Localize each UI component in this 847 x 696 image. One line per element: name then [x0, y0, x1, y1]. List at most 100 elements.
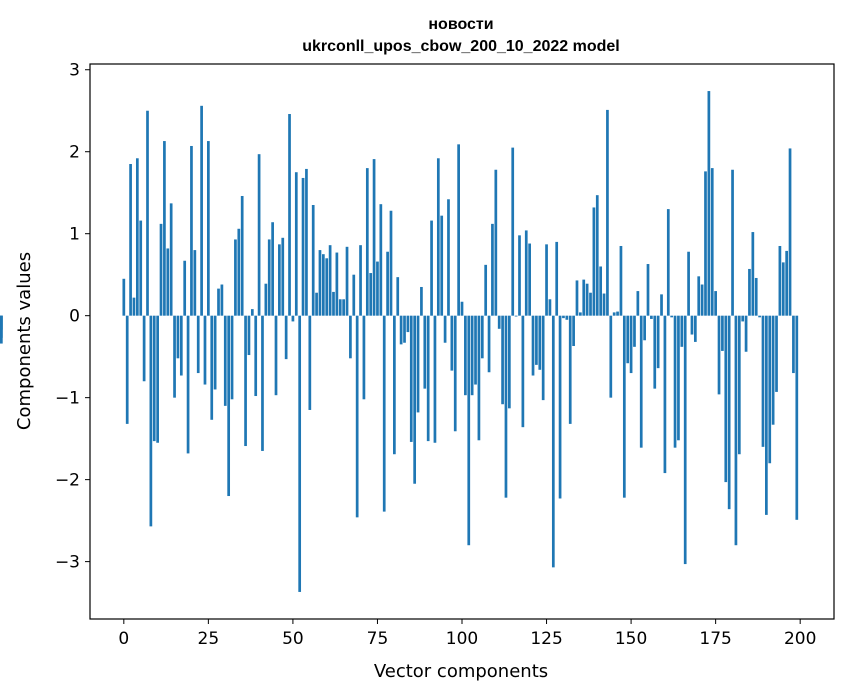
y-tick-label: −1: [55, 389, 80, 409]
bar: [761, 315, 765, 447]
bar: [406, 315, 410, 333]
bar: [186, 315, 190, 454]
bar: [284, 315, 288, 360]
bar: [646, 264, 650, 316]
bar: [349, 315, 352, 359]
bar: [146, 110, 149, 316]
bar: [237, 228, 241, 316]
bar: [291, 315, 295, 322]
bar: [122, 278, 126, 316]
bar: [795, 315, 799, 520]
x-tick-label: 150: [615, 629, 647, 649]
bar: [460, 301, 464, 316]
bar: [220, 284, 224, 316]
bar: [474, 315, 477, 385]
bar: [213, 315, 217, 390]
bar: [538, 315, 542, 370]
bar: [433, 315, 437, 443]
bar: [575, 280, 579, 316]
bar: [176, 315, 180, 359]
bar: [765, 315, 768, 515]
bar: [666, 209, 670, 316]
bar: [680, 315, 684, 347]
bar: [727, 315, 731, 510]
bar: [247, 315, 251, 356]
bar: [677, 315, 680, 441]
y-tick-label: −3: [55, 553, 80, 573]
bar: [467, 315, 471, 546]
bar: [338, 299, 342, 316]
y-tick-label: 0: [69, 307, 80, 327]
bar: [754, 277, 758, 316]
bar: [650, 315, 653, 319]
bar: [788, 148, 792, 316]
bar: [626, 315, 630, 364]
bar: [413, 315, 417, 484]
bar: [179, 315, 183, 376]
bar: [193, 250, 197, 316]
bar: [491, 223, 494, 316]
y-axis-ticks: −3 −2 −1 0 1 2 3: [55, 61, 90, 573]
bar: [535, 315, 538, 365]
bar: [210, 315, 214, 420]
bar: [308, 315, 312, 410]
bar: [156, 315, 159, 443]
bar: [443, 315, 447, 343]
bar: [183, 260, 187, 316]
bar: [470, 315, 474, 396]
bar: [355, 315, 359, 518]
bar: [450, 315, 454, 371]
bar: [274, 315, 278, 396]
bar: [697, 276, 701, 316]
bar: [555, 241, 559, 316]
bar: [514, 315, 518, 317]
bar: [352, 274, 356, 316]
plot-frame: [89, 63, 835, 620]
bar: [163, 141, 166, 316]
bar: [589, 292, 592, 316]
bar: [430, 220, 433, 316]
bar: [389, 210, 393, 316]
y-tick-label: 1: [69, 225, 80, 245]
bar: [0, 315, 3, 344]
bar: [254, 315, 258, 397]
bar: [129, 164, 132, 316]
bar: [558, 315, 562, 499]
bar: [301, 177, 305, 316]
bar: [704, 171, 707, 316]
bar: [663, 315, 667, 474]
bar: [504, 315, 508, 498]
bar: [142, 315, 146, 382]
bar: [501, 315, 504, 405]
bar: [203, 315, 207, 385]
bar: [372, 159, 376, 316]
bar: [200, 105, 203, 316]
bar: [528, 243, 531, 316]
bar: [656, 315, 660, 369]
bar: [673, 315, 677, 448]
x-tick-label: 200: [784, 629, 816, 649]
bar: [271, 222, 274, 316]
x-tick-label: 75: [367, 629, 389, 649]
bar: [359, 245, 362, 316]
bar: [487, 315, 491, 373]
x-axis-label: Vector components: [374, 661, 548, 682]
y-tick-label: 3: [69, 61, 80, 81]
bar: [734, 315, 738, 546]
bar: [234, 239, 237, 316]
bar: [173, 315, 176, 398]
bar: [758, 315, 761, 318]
bar: [328, 245, 332, 316]
bar: [369, 273, 373, 316]
bar: [582, 279, 586, 316]
bar: [599, 266, 603, 316]
bar: [639, 315, 643, 448]
bar: [792, 315, 795, 374]
bar: [311, 205, 315, 316]
x-tick-label: 100: [446, 629, 478, 649]
bar: [315, 292, 318, 316]
bar: [609, 315, 613, 398]
bar: [135, 158, 139, 316]
bar: [781, 262, 785, 316]
x-tick-label: 25: [198, 629, 220, 649]
